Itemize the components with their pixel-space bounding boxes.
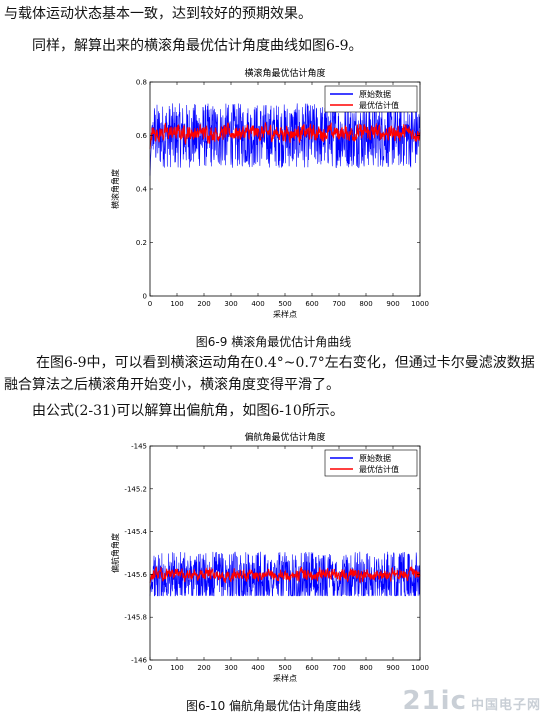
legend-label: 原始数据	[359, 89, 391, 99]
legend-label: 最优估计值	[359, 464, 399, 474]
x-tick-label: 500	[278, 300, 291, 308]
y-tick-label: -145.8	[124, 614, 147, 622]
x-axis-label: 采样点	[273, 673, 297, 683]
x-tick-label: 400	[251, 300, 264, 308]
series-line-filtered	[149, 566, 421, 584]
y-tick-label: -146	[131, 657, 147, 665]
y-axis-label: 横滚角角度	[110, 169, 120, 209]
watermark-logo: 21ic	[402, 686, 467, 716]
x-tick-label: 1000	[411, 300, 429, 308]
y-tick-label: -145.4	[124, 528, 147, 536]
paragraph-2: 由公式(2-31)可以解算出偏航角，如图6-10所示。	[32, 403, 344, 419]
x-tick-label: 800	[359, 664, 372, 672]
y-axis-label: 偏航角角度	[110, 533, 120, 573]
x-tick-label: 200	[197, 300, 210, 308]
text-line-1: 与载体运动状态基本一致，达到较好的预期效果。	[4, 6, 312, 22]
x-tick-label: 0	[148, 300, 152, 308]
figure-6-10-caption: 图6-10 偏航角最优估计角度曲线	[185, 699, 362, 713]
x-tick-label: 1000	[411, 664, 429, 672]
y-tick-label: 0	[143, 293, 147, 301]
legend-label: 原始数据	[359, 453, 391, 463]
x-tick-label: 900	[386, 664, 399, 672]
watermark-text: 中国电子网	[470, 698, 541, 713]
y-tick-label: 0.4	[136, 186, 148, 194]
series-line-filtered	[149, 121, 421, 149]
x-tick-label: 100	[170, 300, 183, 308]
x-tick-label: 100	[170, 664, 183, 672]
y-tick-label: 0.2	[136, 239, 147, 247]
x-axis-label: 采样点	[273, 309, 297, 319]
y-tick-label: -145.2	[124, 485, 147, 493]
y-tick-label: 0.6	[136, 132, 148, 140]
legend-box	[324, 85, 418, 113]
paragraph-1: 在图6-9中，可以看到横滚运动角在0.4°~0.7°左右变化，但通过卡尔曼滤波数…	[4, 355, 535, 393]
x-tick-label: 200	[197, 664, 210, 672]
x-tick-label: 700	[332, 664, 345, 672]
x-tick-label: 600	[305, 664, 318, 672]
x-tick-label: 300	[224, 664, 237, 672]
x-tick-label: 700	[332, 300, 345, 308]
y-tick-label: 0.8	[136, 79, 147, 87]
y-tick-label: -145.6	[124, 571, 147, 579]
chart-title: 横滚角最优估计角度	[244, 67, 325, 79]
x-tick-label: 500	[278, 664, 291, 672]
x-tick-label: 800	[359, 300, 372, 308]
site-watermark: 21ic 中国电子网	[402, 686, 541, 716]
x-tick-label: 400	[251, 664, 264, 672]
x-tick-label: 300	[224, 300, 237, 308]
chart-title: 偏航角最优估计角度	[244, 431, 325, 443]
y-tick-label: -145	[131, 443, 147, 451]
roll-angle-chart: 横滚角最优估计角度 0 100 200 300 400 500 600 700 800 900 100…	[110, 67, 429, 319]
series-line-raw	[149, 551, 421, 597]
text-line-2: 同样，解算出来的横滚角最优估计角度曲线如图6-9。	[32, 38, 363, 54]
legend-box	[324, 449, 418, 477]
yaw-angle-chart: 偏航角最优估计角度 0 100 200 300 400 500 600 700 800 900 100…	[110, 431, 429, 683]
figure-6-9-caption: 图6-9 横滚角最优估计角曲线	[195, 335, 352, 349]
x-tick-label: 900	[386, 300, 399, 308]
x-tick-label: 600	[305, 300, 318, 308]
x-tick-label: 0	[148, 664, 152, 672]
legend-label: 最优估计值	[359, 100, 399, 110]
